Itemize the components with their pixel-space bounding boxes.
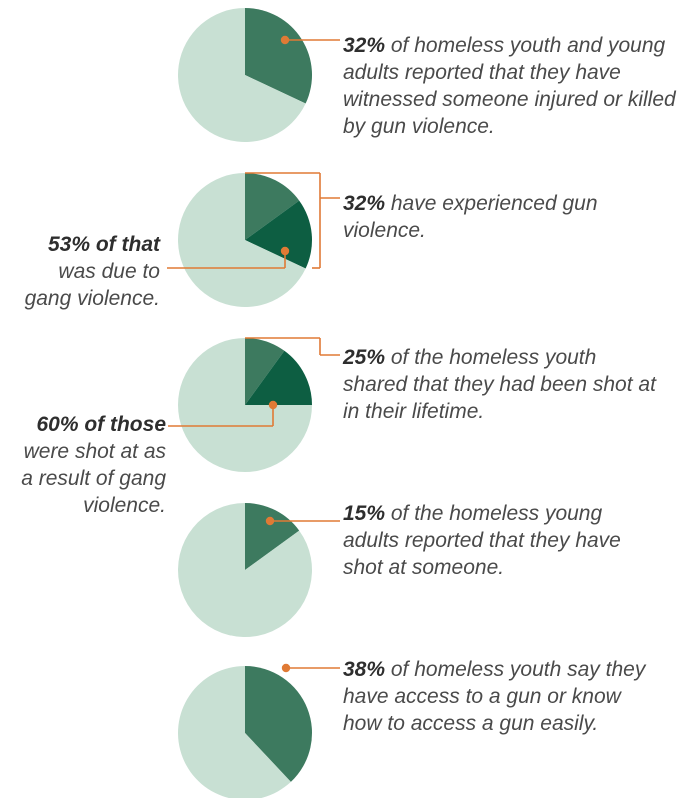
pie1-slice-2 <box>178 8 306 142</box>
pie3-slice-3 <box>178 338 312 472</box>
pie2-slice-2 <box>245 200 312 269</box>
pie2-slice-1 <box>245 173 300 240</box>
pie2-sub-annotation: 53% of that was due to gang violence. <box>24 233 160 310</box>
pie5-slice-2 <box>178 666 291 798</box>
pie4-slice-1 <box>245 503 300 570</box>
pie3-sub-annotation: 60% of those were shot at as a result of… <box>21 413 166 517</box>
pie5-slice-1 <box>245 666 312 782</box>
pie3-slice-1 <box>245 338 285 405</box>
pie2-slice-3 <box>178 173 306 307</box>
pie3-slice-2 <box>245 350 312 405</box>
pie1-annotation: 32% of homeless youth and young adults r… <box>343 34 676 138</box>
pie3-annotation: 25% of the homeless youth shared that th… <box>343 346 656 423</box>
pie5-annotation: 38% of homeless youth say they have acce… <box>343 658 646 735</box>
pie4-annotation: 15% of the homeless young adults reporte… <box>343 502 621 579</box>
pie2-annotation: 32% have experienced gun violence. <box>343 192 598 242</box>
pie4-slice-2 <box>177 503 312 637</box>
pie1-slice-1 <box>245 8 312 104</box>
